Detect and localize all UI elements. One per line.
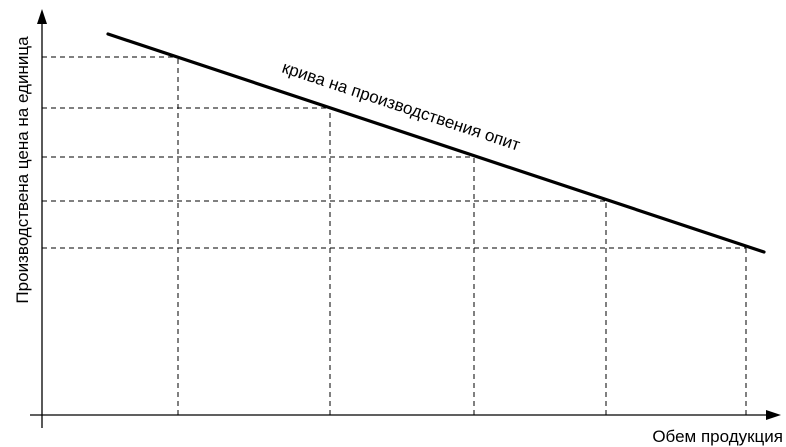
x-axis-label: Обем продукция: [652, 427, 783, 446]
experience-curve: [106, 32, 766, 254]
curve-label: крива на производствения опит: [280, 58, 523, 155]
x-axis-arrow-icon: [766, 410, 781, 420]
y-axis-label: Производствена цена на единица: [13, 36, 32, 304]
y-axis-arrow-icon: [37, 9, 47, 24]
